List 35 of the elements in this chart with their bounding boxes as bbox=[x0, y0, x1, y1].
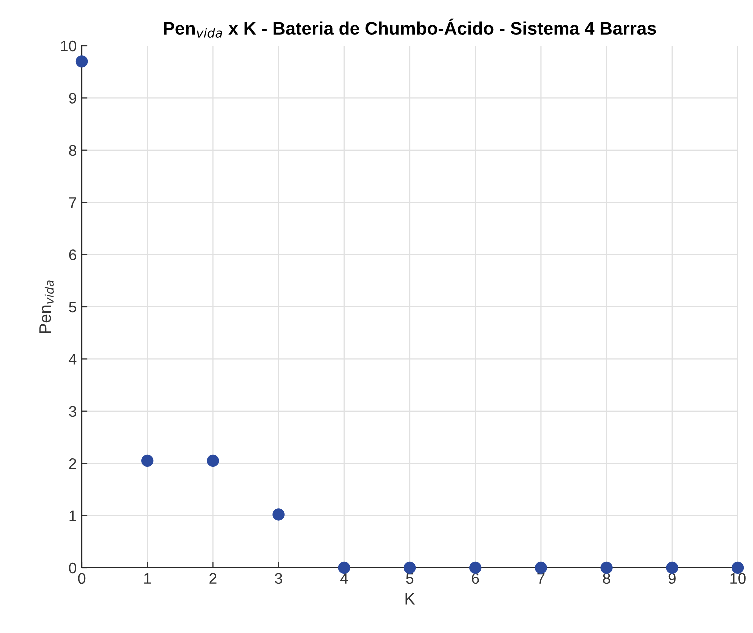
point bbox=[338, 562, 350, 574]
point bbox=[142, 454, 154, 468]
x-tick-label: 4 bbox=[340, 573, 348, 584]
y-tick-label: 3 bbox=[69, 406, 76, 418]
x-tick-label: 5 bbox=[406, 573, 414, 584]
y-tick-label: 8 bbox=[69, 145, 76, 156]
point bbox=[600, 562, 613, 574]
x-tick-label: 0 bbox=[78, 573, 86, 584]
y-tick-label: 6 bbox=[69, 250, 76, 260]
x-tick-label: 3 bbox=[275, 573, 282, 584]
x-tick-label: 10 bbox=[730, 573, 746, 584]
point bbox=[666, 562, 678, 574]
x-tick-label: 2 bbox=[210, 573, 217, 584]
x-tick-label: 8 bbox=[603, 573, 610, 584]
y-tick-label: 2 bbox=[69, 458, 76, 470]
point bbox=[207, 454, 220, 468]
x-tick-label: 7 bbox=[538, 573, 545, 584]
y-tick-label: 9 bbox=[69, 93, 76, 104]
y-tick-label: 10 bbox=[61, 40, 77, 52]
x-axis-title: K bbox=[406, 593, 416, 605]
x-tick-label: 1 bbox=[144, 573, 152, 584]
x-tick-label: 9 bbox=[668, 573, 676, 584]
point bbox=[272, 508, 285, 521]
y-tick-label: 0 bbox=[69, 562, 77, 574]
point bbox=[404, 562, 416, 574]
y-tick-label: 1 bbox=[70, 510, 76, 522]
y-tick-label: 4 bbox=[68, 354, 77, 365]
point bbox=[470, 562, 482, 574]
point bbox=[535, 562, 548, 574]
chart-title: Pen$_{vida}$ x K - Bateria de Chumbo-Ácido - Sistema 4 Barras bbox=[164, 18, 656, 38]
y-tick-label: 5 bbox=[69, 302, 76, 313]
point bbox=[76, 56, 88, 68]
x-tick-label: 6 bbox=[472, 573, 480, 584]
y-tick-label: 7 bbox=[69, 198, 76, 208]
y-axis-title: Pen$_{vida}$ bbox=[40, 280, 54, 334]
